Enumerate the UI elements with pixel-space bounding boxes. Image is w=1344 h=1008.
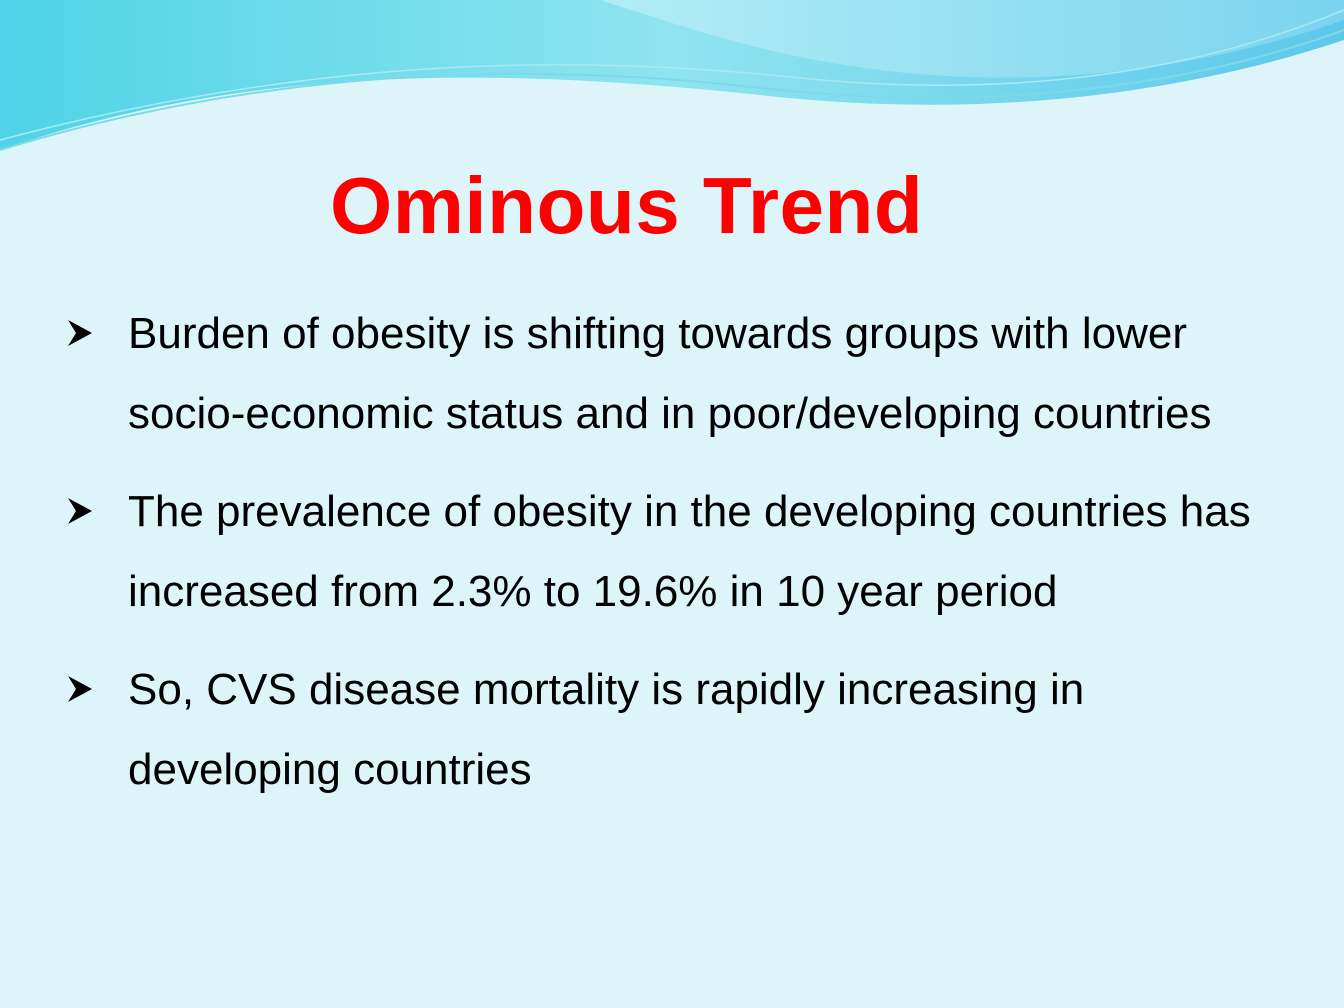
arrowhead-bullet-icon <box>68 498 92 524</box>
wave-header-decoration <box>0 0 1344 151</box>
arrowhead-bullet-icon <box>68 320 92 346</box>
bullet-item: The prevalence of obesity in the develop… <box>60 472 1300 632</box>
bullet-text: Burden of obesity is shifting towards gr… <box>128 309 1212 438</box>
slide-title: Ominous Trend <box>330 161 924 250</box>
arrowhead-bullet-icon <box>68 676 92 702</box>
bullet-item: Burden of obesity is shifting towards gr… <box>60 294 1300 454</box>
bullet-list: Burden of obesity is shifting towards gr… <box>60 294 1300 828</box>
bullet-item: So, CVS disease mortality is rapidly inc… <box>60 650 1300 810</box>
bullet-text: The prevalence of obesity in the develop… <box>128 487 1251 616</box>
bullet-text: So, CVS disease mortality is rapidly inc… <box>128 665 1085 794</box>
